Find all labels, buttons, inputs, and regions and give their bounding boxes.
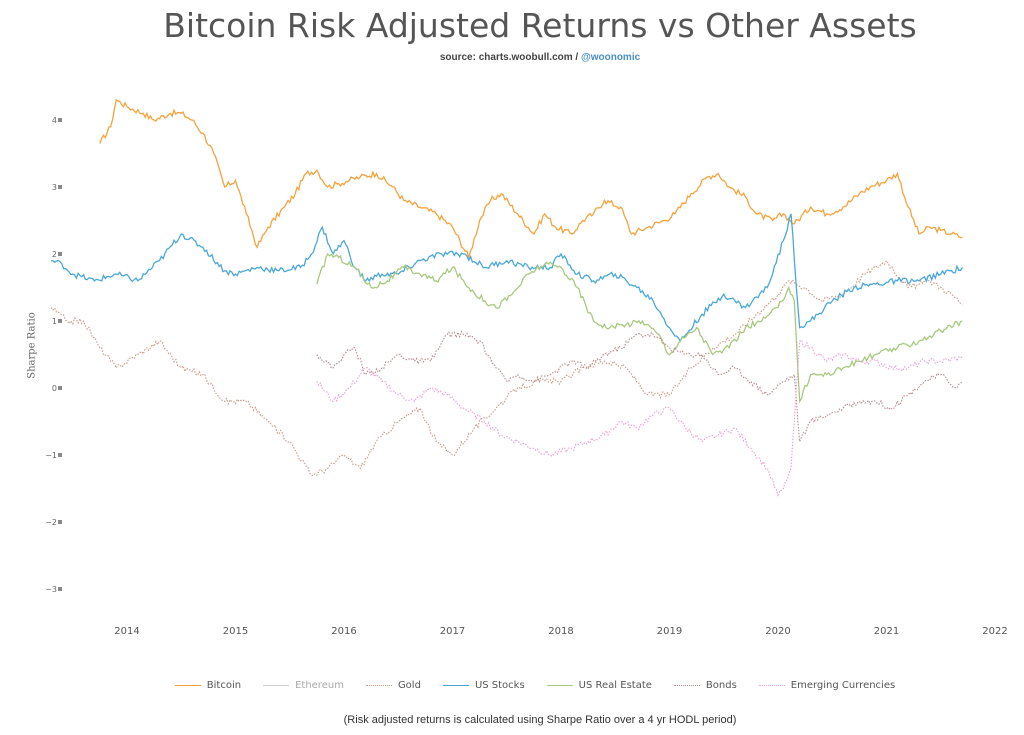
y-tick-label: 2 bbox=[52, 250, 57, 259]
series-line-bitcoin bbox=[99, 98, 963, 260]
legend-swatch bbox=[673, 685, 700, 686]
legend-label: Gold bbox=[397, 680, 421, 691]
series-line-gold bbox=[50, 259, 963, 477]
series-line-us-real-estate bbox=[316, 252, 963, 404]
legend-label: Ethereum bbox=[295, 680, 344, 691]
legend-swatch bbox=[758, 685, 785, 686]
legend-swatch bbox=[365, 685, 392, 686]
series-line-emerging-currencies bbox=[316, 339, 963, 497]
y-tick-label: 0 bbox=[52, 384, 57, 393]
legend-item-bitcoin[interactable]: Bitcoin bbox=[174, 680, 242, 691]
x-tick-label: 2021 bbox=[874, 626, 899, 637]
y-axis-label: Sharpe Ratio bbox=[26, 312, 38, 379]
x-tick-label: 2022 bbox=[982, 626, 1007, 637]
y-tick-label: 3 bbox=[52, 183, 57, 192]
legend-label: Bitcoin bbox=[206, 680, 242, 691]
x-tick-label: 2017 bbox=[440, 626, 465, 637]
legend-item-bonds[interactable]: Bonds bbox=[673, 680, 737, 691]
footnote: (Risk adjusted returns is calculated usi… bbox=[343, 714, 737, 726]
legend-label: Emerging Currencies bbox=[790, 680, 896, 691]
y-tick-label: −1 bbox=[45, 451, 57, 460]
y-tick-mark bbox=[58, 118, 62, 122]
legend-label: Bonds bbox=[705, 680, 737, 691]
legend: Bitcoin Ethereum Gold US Stocks US Real Esta… bbox=[0, 680, 1024, 691]
y-tick-mark bbox=[58, 185, 62, 189]
y-tick-mark bbox=[58, 319, 62, 323]
legend-item-us-stocks[interactable]: US Stocks bbox=[442, 680, 525, 691]
y-tick-label: 1 bbox=[52, 317, 57, 326]
x-tick-label: 2020 bbox=[765, 626, 790, 637]
source-handle-link[interactable]: @woonomic bbox=[580, 52, 641, 63]
y-tick-label: −3 bbox=[45, 585, 57, 594]
x-tick-label: 2018 bbox=[548, 626, 573, 637]
legend-label: US Stocks bbox=[474, 680, 525, 691]
y-tick-mark bbox=[58, 252, 62, 256]
chart-title: Bitcoin Risk Adjusted Returns vs Other A… bbox=[163, 6, 917, 45]
legend-swatch bbox=[442, 685, 469, 686]
legend-item-gold[interactable]: Gold bbox=[365, 680, 421, 691]
source-text: source: charts.woobull.com / bbox=[439, 52, 581, 63]
y-tick-mark bbox=[58, 386, 62, 390]
legend-item-ethereum[interactable]: Ethereum bbox=[263, 680, 344, 691]
x-tick-label: 2015 bbox=[223, 626, 248, 637]
legend-item-emerging-currencies[interactable]: Emerging Currencies bbox=[758, 680, 896, 691]
series-line-bonds bbox=[316, 330, 963, 442]
legend-item-us-real-estate[interactable]: US Real Estate bbox=[546, 680, 652, 691]
series-layer bbox=[50, 98, 964, 497]
y-tick-label: 4 bbox=[52, 116, 57, 125]
y-tick-mark bbox=[58, 453, 62, 457]
x-tick-label: 2019 bbox=[657, 626, 682, 637]
legend-swatch bbox=[263, 685, 290, 686]
legend-swatch bbox=[546, 685, 573, 686]
y-axis-ticks: 4 3 2 1 0 −1 −2 −3 bbox=[45, 116, 62, 594]
x-tick-label: 2014 bbox=[114, 626, 139, 637]
x-axis-ticks: 2014 2015 2016 2017 2018 2019 2020 2021 2022 bbox=[114, 626, 1007, 637]
legend-label: US Real Estate bbox=[578, 680, 652, 691]
y-tick-mark bbox=[58, 520, 62, 524]
y-tick-mark bbox=[58, 587, 62, 591]
legend-swatch bbox=[174, 685, 201, 686]
x-tick-label: 2016 bbox=[331, 626, 356, 637]
y-tick-label: −2 bbox=[45, 518, 57, 527]
chart-source: source: charts.woobull.com / @woonomic bbox=[0, 52, 1024, 63]
series-line-us-stocks bbox=[50, 213, 964, 343]
